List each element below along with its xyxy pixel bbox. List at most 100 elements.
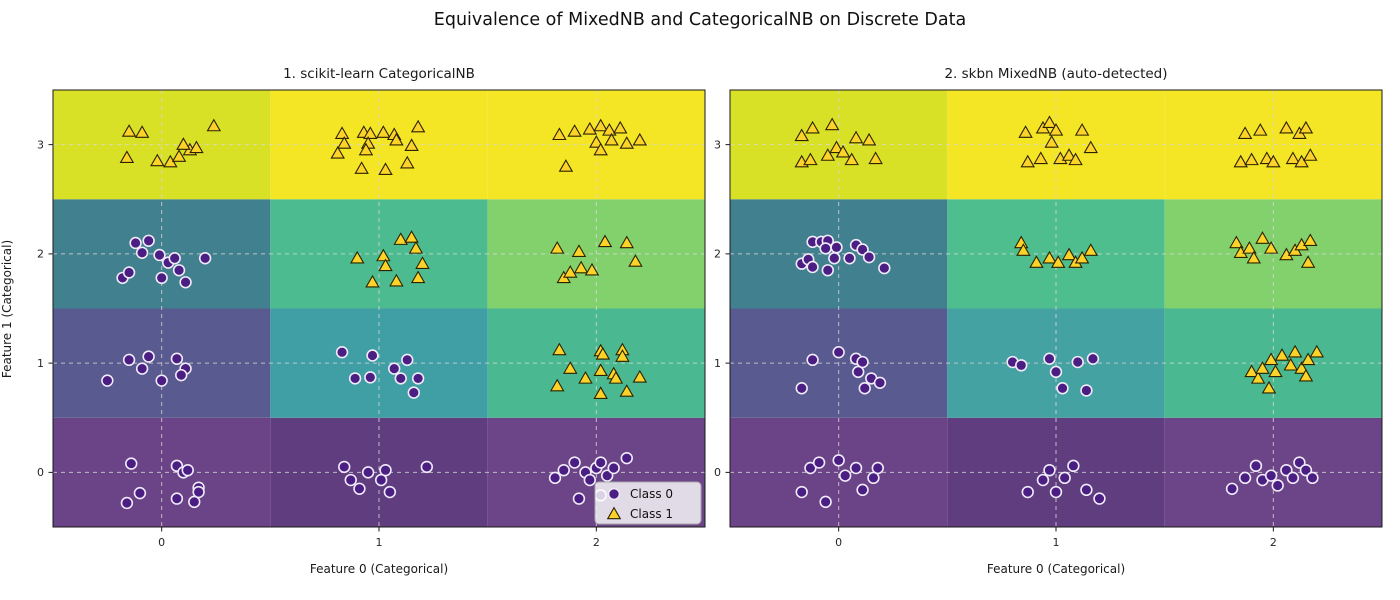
class1-point [1068,152,1083,166]
class1-point [1266,154,1281,168]
class0-point [388,362,401,375]
class0-point [871,461,884,475]
class0-point [122,353,136,367]
class1-point [1042,250,1057,264]
class1-point [595,346,611,360]
class1-point [1233,154,1248,168]
class1-point [1244,364,1259,378]
class1-point [805,120,820,134]
class1-point [582,121,598,135]
class1-point [404,138,419,151]
class0-point [1271,479,1284,492]
class0-point [557,463,570,477]
plot-area-mixednb: 0 1 2 0 1 2 3 [714,89,1383,549]
class1-point [552,342,567,356]
y-tick-label: 2 [714,248,721,261]
class1-point [558,159,574,172]
class0-point [607,461,620,475]
class0-point [394,372,407,385]
class0-point [819,242,832,255]
class0-point [364,371,377,384]
class1-point [861,132,877,146]
class0-point [1286,471,1300,485]
legend: Class 0 Class 1 [594,481,702,525]
class0-point [819,495,832,509]
class0-point [407,386,420,399]
class1-point [584,262,600,276]
class0-point [856,243,869,256]
x-axis-label: Feature 0 (Categorical) [986,562,1126,576]
plot-area-categoricalnb: 0 1 2 0 1 2 3 Class 0 Class 1 [37,89,706,549]
class1-point [1050,255,1066,268]
class0-point [1036,473,1050,487]
class1-point [1250,371,1266,384]
class1-point [334,126,350,139]
class0-point [411,372,425,385]
class1-point [1303,148,1318,161]
class1-point [1261,380,1277,394]
class1-point [1255,231,1270,244]
class1-point [119,150,135,163]
class0-point [361,466,375,479]
class1-point [404,230,419,243]
class1-point [549,241,565,254]
class0-point [583,473,597,487]
x-tick-label: 1 [1053,536,1060,549]
class1-point [358,142,374,156]
class1-point [563,361,578,374]
x-tick-label: 0 [835,536,842,549]
class1-point [829,140,844,154]
class1-point [1279,120,1294,134]
class0-point [862,250,876,264]
class0-point [348,372,362,385]
class1-point [820,148,836,161]
class1-point [597,234,613,248]
class0-point [852,365,865,379]
class1-point [336,136,352,149]
class1-point [1029,255,1044,268]
class0-point [344,473,357,487]
class0-point [1299,463,1313,477]
class1-point [1309,344,1325,358]
class1-point [150,153,165,167]
class1-point [1253,123,1268,136]
class1-point [354,161,369,174]
x-tick-label: 0 [158,536,165,549]
class0-point [401,353,414,367]
class0-point [806,260,819,274]
class0-point [867,471,880,485]
class0-point [1238,471,1252,485]
class1-point [376,248,391,262]
panel-categoricalnb: 1. scikit-learn CategoricalNB 0 1 2 0 1 2 3 Cla… [0,60,706,600]
class0-point [832,346,845,359]
panel-title: 2. skbn MixedNB (auto-detected) [944,66,1168,82]
class0-point [858,382,871,395]
class1-point [593,142,608,156]
class1-point [176,137,191,150]
y-tick-label: 1 [37,357,44,370]
class0-point [1071,355,1084,369]
class0-point [795,382,808,395]
class1-point [1048,123,1064,136]
class1-point [612,120,628,134]
class1-point [1083,140,1099,154]
class0-point [142,350,155,363]
class0-point [101,374,114,387]
class1-point [1283,357,1298,371]
class0-point [366,349,379,362]
class0-point [122,266,136,279]
class1-point [803,152,818,166]
class1-point [1274,348,1290,361]
class0-point [832,454,845,467]
class1-point [604,132,619,146]
class0-point [620,451,633,465]
y-tick-label: 3 [37,138,44,151]
class1-point [571,244,587,257]
class0-point [873,376,887,389]
y-tick-label: 1 [714,357,721,370]
class1-point [615,349,630,362]
class0-point [1067,459,1080,473]
class0-point [1080,483,1093,497]
